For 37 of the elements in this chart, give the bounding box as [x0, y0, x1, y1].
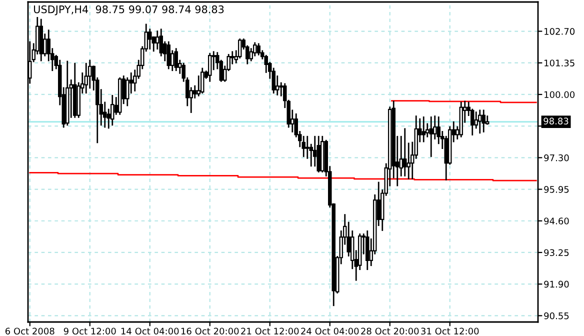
y-tick-label: 102.70: [544, 28, 575, 35]
candlestick: [422, 116, 426, 142]
candlestick: [166, 41, 170, 70]
candlestick: [406, 142, 410, 180]
candlestick: [200, 68, 204, 94]
y-tick-label: 91.90: [544, 280, 569, 288]
y-tick-label: 93.25: [544, 249, 569, 256]
candlestick: [256, 43, 260, 56]
x-tick-label: 9 Oct 12:00: [64, 328, 116, 335]
x-tick-label: 16 Oct 20:00: [181, 328, 239, 335]
candlestick: [84, 62, 88, 94]
candlestick: [403, 128, 407, 176]
ref-line-label: 98.83: [544, 118, 568, 124]
candlestick: [429, 116, 433, 157]
chart-title: USDJPY,H4 98.75 99.07 98.74 98.83: [34, 5, 224, 16]
candlestick: [208, 53, 212, 82]
candlestick: [306, 136, 310, 159]
x-tick-label: 21 Oct 12:00: [241, 328, 299, 335]
x-tick-label: 6 Oct 2008: [5, 328, 54, 335]
candlestick: [193, 85, 197, 98]
x-tick-label: 31 Oct 12:00: [421, 328, 479, 335]
candlestick: [174, 48, 178, 72]
candlestick: [478, 110, 482, 134]
x-tick-label: 24 Oct 04:00: [301, 328, 359, 335]
candlestick: [156, 30, 160, 50]
candlestick: [148, 28, 152, 50]
x-tick-label: 14 Oct 04:00: [121, 328, 179, 335]
y-tick-label: 97.30: [544, 154, 569, 162]
candlestick: [366, 230, 370, 270]
y-tick-label: 95.95: [544, 186, 569, 193]
y-tick-label: 101.35: [544, 60, 574, 66]
y-tick-label: 100.00: [544, 91, 575, 98]
candlestick: [110, 94, 114, 126]
y-tick-label: 90.55: [544, 312, 569, 320]
x-tick-label: 28 Oct 20:00: [361, 328, 419, 335]
y-tick-label: 94.60: [544, 218, 569, 224]
candlestick: [482, 110, 486, 132]
